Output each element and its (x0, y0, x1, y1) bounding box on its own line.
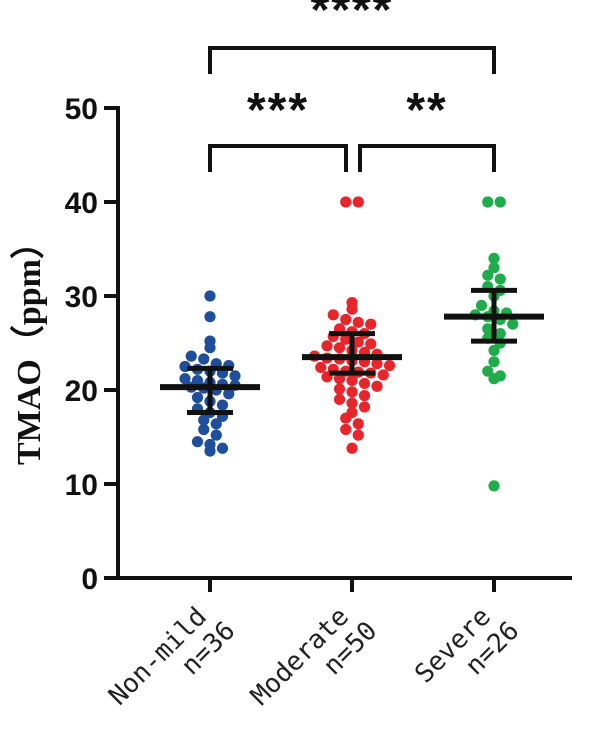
y-tick-label: 40 (65, 187, 98, 220)
y-tick-label: 30 (65, 281, 98, 314)
data-point (204, 290, 216, 302)
data-points (179, 196, 519, 492)
data-point (377, 369, 389, 381)
data-point (475, 299, 488, 311)
data-point (327, 309, 339, 321)
significance-brackets: ******* ** (208, 0, 496, 172)
significance-bracket (208, 144, 348, 172)
data-point (371, 380, 383, 392)
data-point (358, 377, 371, 390)
data-point (494, 328, 506, 340)
data-point (340, 333, 352, 345)
data-point (346, 303, 358, 315)
data-point (488, 480, 500, 492)
data-point (321, 340, 333, 352)
data-point (352, 418, 364, 430)
data-point (340, 196, 352, 208)
data-point (333, 393, 346, 405)
data-point (333, 373, 346, 385)
data-point (198, 414, 210, 426)
data-point (204, 311, 216, 323)
data-point (179, 373, 191, 385)
data-point (346, 442, 358, 454)
data-point (340, 313, 352, 326)
data-point (198, 423, 210, 436)
y-tick-label: 20 (65, 375, 98, 408)
data-point (494, 196, 506, 208)
data-point (482, 269, 494, 281)
data-point (333, 383, 346, 395)
data-point (315, 361, 327, 374)
data-point (333, 342, 346, 354)
data-point (229, 370, 241, 382)
data-point (346, 386, 358, 398)
data-point (482, 365, 494, 377)
data-point (358, 390, 371, 402)
data-point (383, 359, 396, 372)
data-point (482, 196, 494, 208)
data-point (352, 336, 364, 348)
data-point (216, 399, 229, 411)
data-point (488, 373, 500, 385)
data-point (346, 397, 358, 409)
data-point (488, 252, 500, 264)
data-point (223, 388, 235, 400)
data-point (216, 442, 229, 454)
data-point (352, 196, 364, 208)
data-point (507, 318, 519, 330)
data-point (210, 429, 222, 441)
data-point (494, 273, 506, 285)
y-axis-label: TMAO（ppm） (9, 225, 48, 465)
data-point (358, 401, 371, 413)
data-point (488, 262, 500, 274)
significance-label: **** (311, 0, 394, 37)
data-point (365, 318, 377, 330)
significance-label: ** (406, 84, 447, 137)
data-point (204, 342, 216, 354)
y-tick-label: 0 (81, 563, 98, 596)
significance-bracket (208, 46, 496, 74)
y-tick-label: 10 (65, 469, 98, 502)
data-point (488, 356, 500, 368)
significance-bracket (358, 144, 496, 172)
data-point (488, 344, 500, 357)
data-point (352, 429, 364, 441)
median-iqr-bars (160, 287, 544, 416)
data-point (371, 358, 383, 370)
data-point (191, 436, 204, 448)
data-point (340, 412, 352, 424)
data-point (185, 350, 197, 362)
data-point (352, 316, 364, 328)
significance-label: *** (247, 84, 309, 137)
data-point (191, 391, 204, 404)
data-point (198, 353, 210, 365)
data-point (365, 338, 377, 350)
y-tick-label: 50 (65, 93, 98, 126)
data-point (346, 375, 358, 387)
data-point (482, 323, 494, 335)
data-point (340, 423, 352, 436)
data-point (210, 418, 222, 430)
data-point (204, 445, 216, 457)
